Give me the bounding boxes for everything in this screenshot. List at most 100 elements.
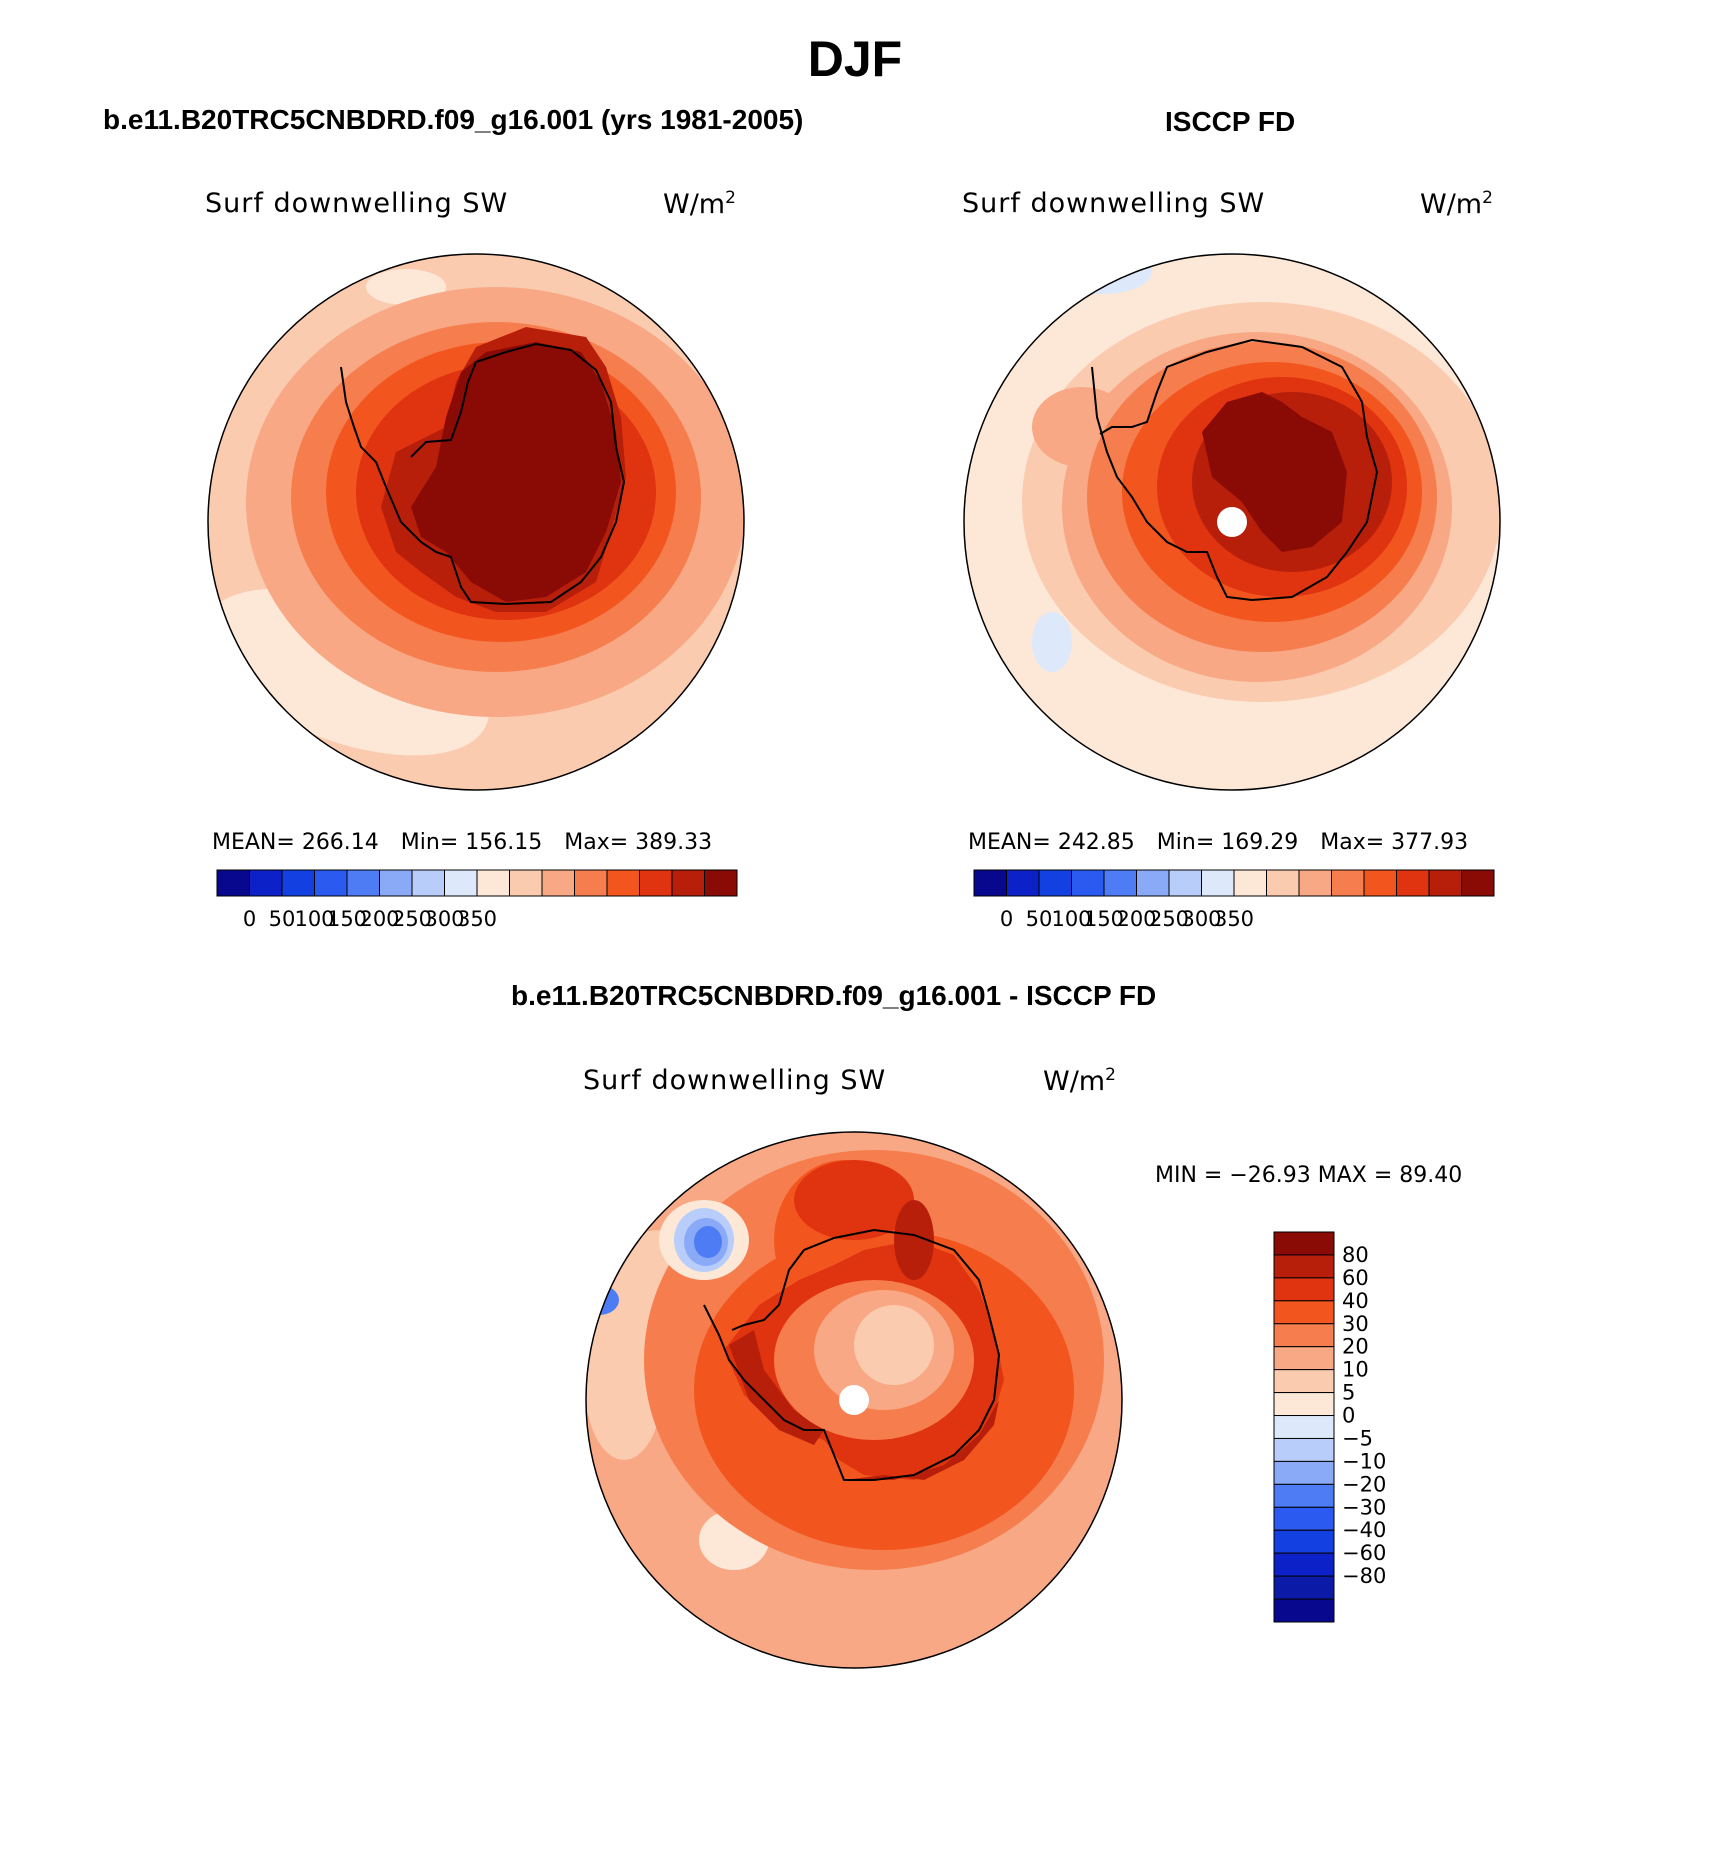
panel-1-title: b.e11.B20TRC5CNBDRD.f09_g16.001 (yrs 198… [103,104,804,135]
panel-2-colorbar-tick-label: 200 [1116,907,1156,931]
panel-3-colorbar-tick-label: −80 [1342,1564,1386,1588]
panel-3-colorbar-swatch [1273,1437,1335,1462]
panel-2-colorbar-swatch [1331,869,1365,897]
panel-1-colorbar-tick-label: 150 [327,907,367,931]
panel-1-colorbar-swatch [281,869,315,897]
panel-2-colorbar-swatch [1136,869,1170,897]
panel-1-colorbar-swatch [606,869,640,897]
panel-3-colorbar-swatch [1273,1460,1335,1485]
panel-1-colorbar-swatch [704,869,738,897]
panel-3-colorbar-tick-label: 80 [1342,1243,1369,1267]
panel-2-colorbar-tick-label: 150 [1084,907,1124,931]
panel-3-colorbar-swatch [1273,1369,1335,1394]
panel-3-colorbar-swatch [1273,1300,1335,1325]
panel-2-colorbar-swatch [1038,869,1072,897]
panel-1-unit-label: W/m2 [663,188,736,220]
panel-3-colorbar-tick-label: −30 [1342,1495,1386,1519]
panel-1-colorbar-swatch [639,869,673,897]
panel-3-colorbar-swatch [1273,1529,1335,1554]
panel-2-colorbar-tick-label: 50 [1026,907,1053,931]
panel-2-colorbar-swatch [973,869,1007,897]
panel-3-colorbar-swatch [1273,1415,1335,1439]
panel-3-colorbar-swatch [1273,1277,1335,1302]
panel-1-coastline [340,342,626,606]
panel-3-colorbar-swatch [1273,1575,1335,1600]
panel-3-colorbar-swatch [1273,1506,1335,1531]
panel-1-colorbar-swatch [476,869,510,897]
panel-3-colorbar-tick-label: −60 [1342,1541,1386,1565]
panel-2-colorbar-tick-label: 0 [1000,907,1013,931]
figure-title: DJF [807,31,903,87]
panel-3-variable-label: Surf downwelling SW [583,1065,887,1096]
panel-3-colorbar-tick-label: 5 [1342,1381,1355,1405]
panel-1-colorbar-tick-label: 200 [359,907,399,931]
panel-3-colorbar-tick-label: 30 [1342,1312,1369,1336]
panel-1-colorbar-tick-label: 250 [392,907,432,931]
panel-1-colorbar-tick-label: 300 [424,907,464,931]
panel-3-colorbar-swatch [1273,1323,1335,1348]
panel-2-colorbar-tick-label: 350 [1214,907,1254,931]
panel-2-colorbar-swatch [1461,869,1495,897]
panel-2-contours [964,254,1500,790]
panel-2-colorbar-swatch [1168,869,1202,897]
panel-1-colorbar-swatch [314,869,348,897]
panel-1-colorbar-tick-label: 350 [457,907,497,931]
panel-2-coastline [1091,338,1379,602]
panel-1-colorbar-swatch [249,869,283,897]
panel-2-colorbar-swatch [1071,869,1105,897]
panel-2-colorbar-swatch [1363,869,1397,897]
panel-1-stats: MEAN= 266.14 Min= 156.15 Max= 389.33 [212,830,713,855]
panel-1-colorbar-swatch [574,869,608,897]
panel-3-colorbar-tick-label: 20 [1342,1335,1369,1359]
panel-3-colorbar-swatch [1273,1483,1335,1508]
panel-1-colorbar-swatch [541,869,575,897]
panel-2-variable-label: Surf downwelling SW [962,188,1266,219]
panel-2-colorbar-swatch [1006,869,1040,897]
panel-2-colorbar-swatch [1428,869,1462,897]
panel-2-stats: MEAN= 242.85 Min= 169.29 Max= 377.93 [968,830,1469,855]
panel-1-contours [208,254,744,790]
panel-2-colorbar-swatch [1266,869,1300,897]
panel-2-colorbar-swatch [1103,869,1137,897]
panel-3-colorbar-tick-label: −20 [1342,1472,1386,1496]
panel-3-colorbar-tick-label: −40 [1342,1518,1386,1542]
panel-3-colorbar-swatch [1273,1254,1335,1279]
panel-3-coastline [703,1228,1001,1481]
panel-3-colorbar-tick-label: 0 [1342,1404,1355,1428]
panel-2-colorbar-swatch [1396,869,1430,897]
panel-2-colorbar-swatch [1298,869,1332,897]
panel-1-colorbar-swatch [671,869,705,897]
panel-2-colorbar-tick-label: 250 [1149,907,1189,931]
panel-3-colorbar-swatch [1273,1346,1335,1371]
panel-3-pole-dot [839,1385,869,1415]
panel-3-title: b.e11.B20TRC5CNBDRD.f09_g16.001 - ISCCP … [511,980,1157,1011]
panel-1-variable-label: Surf downwelling SW [205,188,509,219]
panel-3-colorbar-tick-label: 40 [1342,1289,1369,1313]
panel-2-map [963,253,1501,791]
panel-1-colorbar-swatch [379,869,413,897]
panel-3-colorbar-tick-label: −5 [1342,1426,1373,1450]
panel-3-colorbar-tick-label: 10 [1342,1358,1369,1382]
panel-2-colorbar-swatch [1201,869,1235,897]
panel-3-colorbar-tick-label: 60 [1342,1266,1369,1290]
panel-1-colorbar-swatch [444,869,478,897]
panel-2-title: ISCCP FD [1165,106,1296,137]
panel-1-colorbar-swatch [509,869,543,897]
panel-1-colorbar-swatch [411,869,445,897]
panel-2-pole-dot [1217,507,1247,537]
panel-1-map [207,253,745,791]
panel-3-colorbar-swatch [1273,1598,1335,1623]
panel-3-colorbar-swatch [1273,1231,1335,1256]
panel-2-colorbar-tick-label: 300 [1181,907,1221,931]
panel-3-colorbar-tick-label: −10 [1342,1449,1386,1473]
panel-1-colorbar-swatch [216,869,250,897]
panel-3-colorbar-swatch [1273,1552,1335,1577]
panel-2-colorbar-tick-label: 100 [1051,907,1091,931]
panel-3-map [585,1131,1123,1669]
panel-1-colorbar-tick-label: 100 [294,907,334,931]
panel-1-colorbar-tick-label: 0 [243,907,256,931]
panel-3-colorbar-swatch [1273,1392,1335,1417]
